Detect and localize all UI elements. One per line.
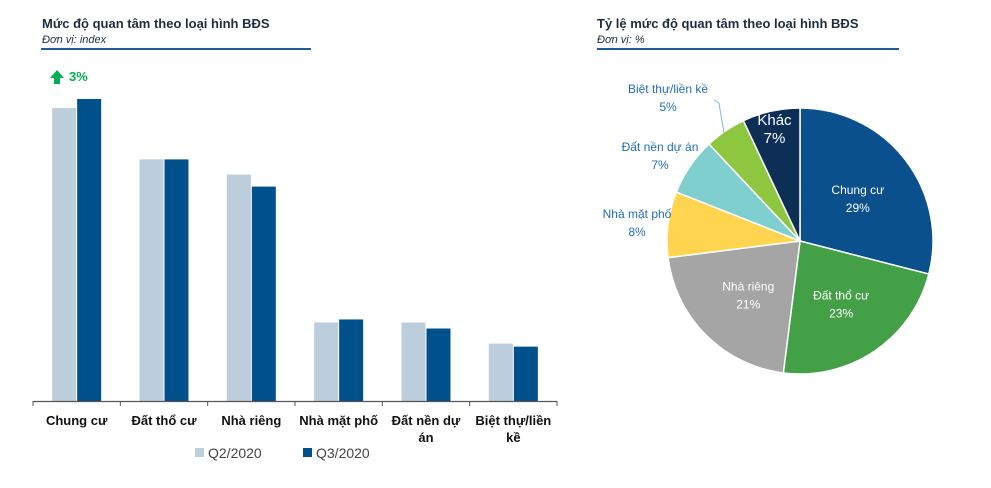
x-tick-label: án	[418, 430, 433, 445]
legend-swatch-0	[195, 448, 204, 457]
pie-chart-unit: Đơn vị: %	[597, 34, 645, 46]
pie-slice-2	[667, 240, 801, 374]
pie-leader-line	[713, 99, 725, 134]
legend-label-1: Q3/2020	[316, 445, 370, 461]
pie-value-0: 29%	[846, 201, 870, 215]
bar-Q2-2020-0	[52, 108, 77, 401]
legend-swatch-1	[303, 448, 312, 457]
bar-chart-title: Mức độ quan tâm theo loại hình BĐS	[42, 16, 270, 31]
pie-label-3: Nhà mặt phố	[603, 207, 672, 221]
bar-chart-unit: Đơn vị: index	[42, 34, 107, 46]
pie-value-6: 7%	[764, 130, 786, 147]
pie-slice-1	[782, 240, 930, 375]
pie-label-0: Chung cư	[831, 183, 884, 197]
x-tick-label: Biệt thự/liền	[475, 413, 551, 428]
pie-label-1: Đất thổ cư	[813, 289, 869, 303]
x-tick-label: Chung cư	[46, 413, 108, 428]
x-tick-label: Đất nền dự	[392, 413, 461, 428]
x-tick-label: Nhà riêng	[221, 413, 281, 428]
up-arrow-icon	[50, 70, 64, 84]
bar-chart-title-rule	[41, 48, 311, 50]
bar-Q2-2020-4	[401, 322, 426, 401]
pie-chart-title-rule	[597, 48, 899, 50]
bar-Q2-2020-1	[139, 159, 164, 401]
pie-value-2: 21%	[736, 298, 760, 312]
pie-chart-title: Tỷ lệ mức độ quan tâm theo loại hình BĐS	[597, 16, 859, 31]
x-tick-label: kề	[506, 430, 520, 445]
x-tick-label: Đất thổ cư	[131, 413, 197, 428]
annotation-label: 3%	[69, 69, 88, 84]
pie-label-2: Nhà riêng	[722, 280, 774, 294]
bar-Q3-2020-4	[426, 328, 451, 401]
pie-value-1: 23%	[829, 307, 853, 321]
pie-slice-6	[742, 107, 801, 242]
legend-label-0: Q2/2020	[208, 445, 262, 461]
bar-Q2-2020-3	[314, 322, 339, 401]
bar-Q2-2020-2	[226, 174, 251, 401]
x-tick-label: Nhà mặt phố	[299, 413, 378, 428]
bar-Q3-2020-1	[164, 159, 189, 401]
pie-label-4: Đất nền dự án	[622, 140, 699, 154]
bar-Q2-2020-5	[488, 343, 513, 401]
bar-Q3-2020-2	[251, 186, 276, 401]
pie-label-5: Biệt thự/liền kề	[628, 82, 708, 96]
bar-Q3-2020-3	[339, 319, 364, 401]
pie-value-5: 5%	[659, 100, 677, 114]
pie-label-6: Khác	[757, 112, 792, 129]
pie-value-4: 7%	[651, 158, 669, 172]
bar-Q3-2020-0	[77, 99, 102, 401]
pie-value-3: 8%	[628, 225, 646, 239]
pie-slice-0	[799, 107, 934, 275]
bar-Q3-2020-5	[513, 346, 538, 401]
